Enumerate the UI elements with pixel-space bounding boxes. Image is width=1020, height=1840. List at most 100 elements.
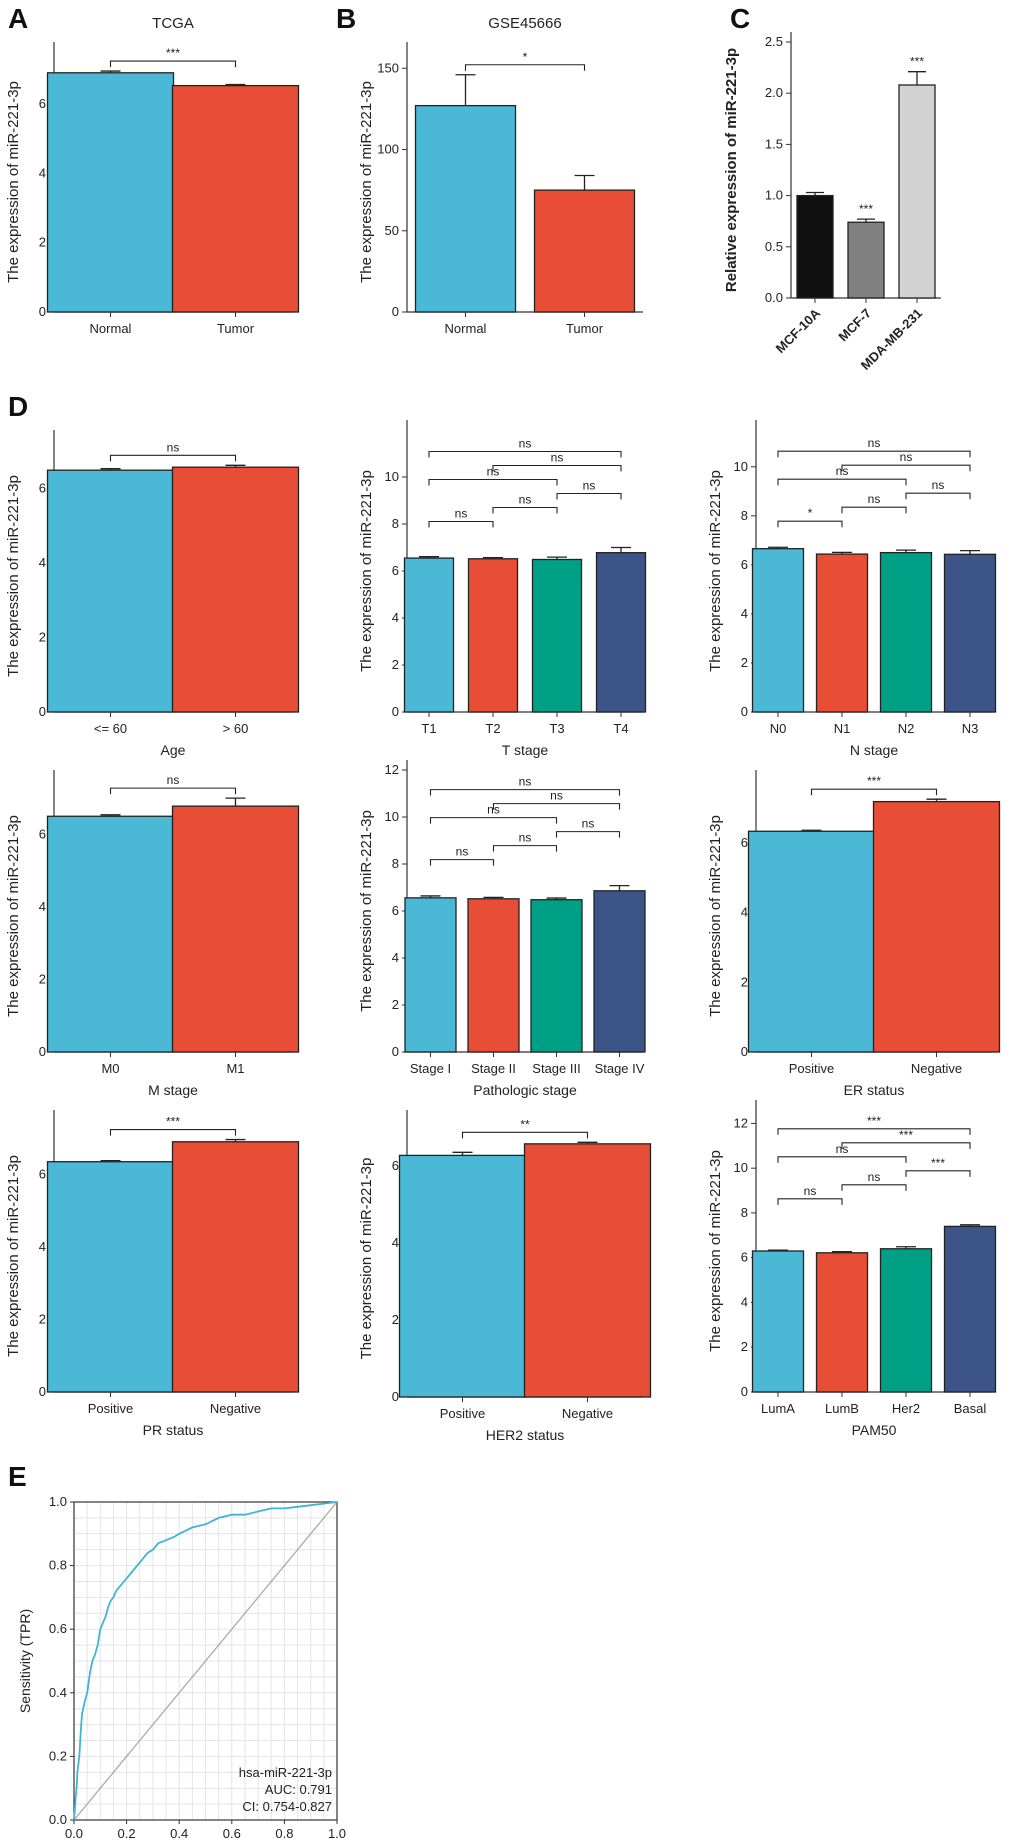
comparison-label: **	[520, 1117, 530, 1131]
comparison-label: ***	[867, 1114, 881, 1128]
y-tick-label: 0.8	[49, 1558, 67, 1573]
bar-A-1	[171, 84, 300, 313]
y-tick-label: 6	[39, 826, 46, 841]
comparison-label: ns	[550, 789, 563, 803]
x-tick-label: 0.0	[65, 1826, 83, 1840]
y-tick-label: 0	[741, 704, 748, 719]
y-tick-label: 4	[741, 606, 748, 621]
y-tick-label: 4	[741, 905, 748, 920]
comparison-label: ns	[519, 831, 532, 845]
y-tick-label: 4	[39, 165, 46, 180]
bar-M-1	[171, 805, 300, 1053]
roc-curve	[73, 1501, 338, 1821]
x-tick-label: > 60	[223, 721, 249, 736]
y-tick-label: 2.5	[765, 34, 783, 49]
y-tick-label: 10	[734, 1160, 748, 1175]
bar-Path-1	[467, 898, 520, 1053]
x-tick-label: 1.0	[328, 1826, 346, 1840]
x-tick-label: 0.2	[118, 1826, 136, 1840]
y-tick-label: 6	[392, 1158, 399, 1173]
y-tick-label: 0	[392, 1389, 399, 1404]
y-tick-label: 0.0	[49, 1812, 67, 1827]
comparison-label: ns	[551, 451, 564, 465]
y-tick-label: 2	[741, 974, 748, 989]
comparison-bracket	[841, 1142, 971, 1149]
y-tick-label: 6	[39, 1166, 46, 1181]
x-tick-label: T2	[485, 721, 500, 736]
x-tick-label: Stage IV	[595, 1061, 645, 1076]
bar-T-1	[467, 558, 519, 713]
y-tick-label: 2	[392, 1312, 399, 1327]
y-tick-label: 1.0	[765, 188, 783, 203]
bar-Age-0	[46, 469, 175, 713]
y-tick-label: 2	[39, 629, 46, 644]
bar-T-3	[595, 552, 647, 713]
comparison-label: ns	[456, 845, 469, 859]
comparison-label: ***	[166, 1115, 180, 1129]
bar-PAM50-3	[943, 1225, 997, 1393]
y-tick-label: 8	[392, 856, 399, 871]
y-axis-label: The expression of miR-221-3p	[358, 81, 375, 283]
y-tick-label: 2	[39, 971, 46, 986]
comparison-bracket	[777, 450, 971, 458]
y-tick-label: 12	[385, 762, 399, 777]
bar-N-3	[943, 553, 997, 713]
y-axis-label: The expression of miR-221-3p	[358, 1158, 375, 1360]
comparison-label: ns	[583, 479, 596, 493]
bar-HER2-0	[398, 1154, 527, 1398]
bar-C-1	[847, 221, 885, 299]
x-axis-label: PAM50	[852, 1422, 897, 1438]
y-axis-label: The expression of miR-221-3p	[5, 81, 22, 283]
comparison-bracket	[777, 520, 843, 528]
x-tick-label: Positive	[88, 1401, 134, 1416]
significance-label: ***	[910, 55, 924, 69]
roc-annotation: hsa-miR-221-3p	[239, 1765, 332, 1780]
comparison-label: ns	[455, 507, 468, 521]
x-tick-label: Positive	[789, 1061, 835, 1076]
bar-ER-1	[872, 800, 1001, 1053]
x-tick-label: Normal	[90, 321, 132, 336]
comparison-bracket	[810, 788, 938, 796]
x-tick-label: N3	[962, 721, 979, 736]
comparison-bracket	[429, 789, 621, 796]
comparison-bracket	[905, 1170, 971, 1177]
x-axis-label: ER status	[844, 1082, 905, 1098]
bar-ER-0	[747, 830, 876, 1053]
x-tick-label: N2	[898, 721, 915, 736]
comparison-bracket	[428, 450, 622, 458]
y-tick-label: 2	[741, 655, 748, 670]
y-tick-label: 150	[377, 60, 399, 75]
bar-N-1	[815, 553, 869, 713]
bar-HER2-1	[523, 1143, 652, 1398]
panel-letter-A: A	[8, 3, 28, 34]
y-tick-label: 2	[392, 657, 399, 672]
y-tick-label: 10	[734, 459, 748, 474]
comparison-bracket	[109, 454, 237, 462]
comparison-bracket	[841, 464, 971, 472]
comparison-label: ns	[167, 440, 180, 454]
x-tick-label: Negative	[210, 1401, 261, 1416]
y-tick-label: 10	[385, 469, 399, 484]
comparison-bracket	[492, 464, 622, 472]
y-axis-label: The expression of miR-221-3p	[5, 1155, 22, 1357]
y-tick-label: 2.0	[765, 85, 783, 100]
comparison-label: ns	[519, 493, 532, 507]
bar-N-2	[879, 551, 933, 713]
y-tick-label: 0.0	[765, 290, 783, 305]
comparison-bracket	[777, 1128, 971, 1135]
x-tick-label: Stage III	[532, 1061, 580, 1076]
y-tick-label: 6	[741, 1250, 748, 1265]
y-tick-label: 10	[385, 809, 399, 824]
x-tick-label: 0.4	[170, 1826, 188, 1840]
x-tick-label: Positive	[440, 1406, 486, 1421]
comparison-label: ns	[868, 436, 881, 450]
comparison-bracket	[109, 60, 237, 68]
y-tick-label: 6	[39, 480, 46, 495]
comparison-bracket	[428, 478, 558, 486]
y-tick-label: 2	[741, 1339, 748, 1354]
x-tick-label: M0	[101, 1061, 119, 1076]
y-tick-label: 8	[741, 1205, 748, 1220]
y-tick-label: 4	[741, 1294, 748, 1309]
y-tick-label: 0	[741, 1384, 748, 1399]
x-axis-label: PR status	[143, 1422, 204, 1438]
